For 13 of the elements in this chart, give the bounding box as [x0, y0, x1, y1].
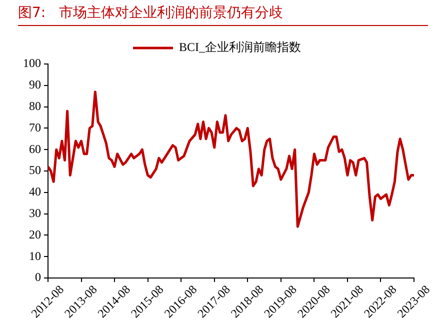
y-tick-label: 70: [29, 120, 41, 134]
y-tick-label: 40: [29, 184, 41, 199]
y-tick-label: 50: [29, 163, 41, 178]
y-tick-label: 0: [35, 270, 41, 284]
y-tick-label: 10: [29, 248, 41, 263]
y-tick-label: 20: [29, 227, 41, 242]
y-tick-label: 100: [23, 56, 41, 70]
y-tick-label: 30: [29, 206, 41, 220]
y-tick-label: 90: [29, 78, 41, 92]
legend-label: BCI_企业利润前瞻指数: [179, 40, 302, 54]
y-tick-label: 60: [29, 142, 41, 156]
chart-title: 图7: 市场主体对企业利润的前景仍有分歧: [18, 4, 428, 26]
y-tick-label: 80: [29, 98, 41, 113]
